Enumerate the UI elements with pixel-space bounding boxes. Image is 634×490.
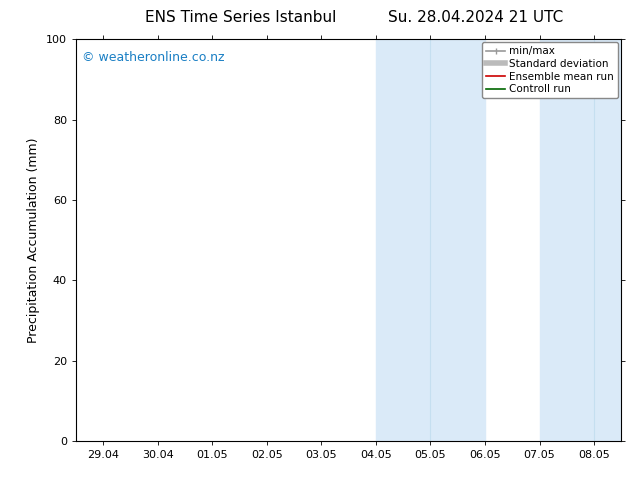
Text: © weatheronline.co.nz: © weatheronline.co.nz <box>82 51 224 64</box>
Text: Su. 28.04.2024 21 UTC: Su. 28.04.2024 21 UTC <box>388 10 563 25</box>
Bar <box>376 39 485 441</box>
Bar <box>540 39 634 441</box>
Legend: min/max, Standard deviation, Ensemble mean run, Controll run: min/max, Standard deviation, Ensemble me… <box>482 42 618 98</box>
Y-axis label: Precipitation Accumulation (mm): Precipitation Accumulation (mm) <box>27 137 41 343</box>
Text: ENS Time Series Istanbul: ENS Time Series Istanbul <box>145 10 337 25</box>
